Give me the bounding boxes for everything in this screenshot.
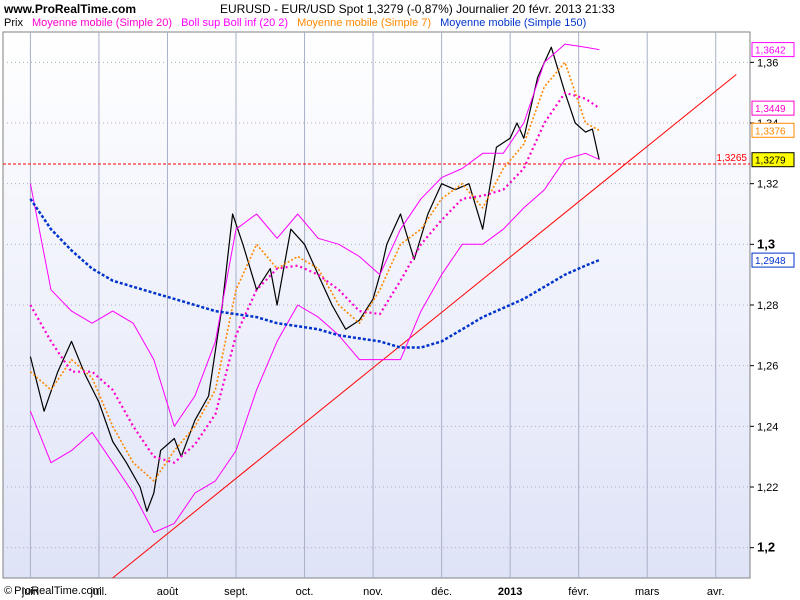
y-tick-label: 1,28 xyxy=(757,300,778,312)
series-line-boll xyxy=(29,152,600,533)
last-value-box xyxy=(751,100,795,116)
y-tick-label: 1,32 xyxy=(757,179,778,191)
level-line-label: 1,3265 xyxy=(716,153,747,164)
copyright-text: ProRealTime.com xyxy=(14,585,102,597)
trendline xyxy=(112,74,737,578)
last-value-label: 1,3642 xyxy=(755,46,786,57)
chart-title: EURUSD - EUR/USD Spot 1,3279 (-0,87%) Jo… xyxy=(220,2,615,16)
last-value-label: 1,3279 xyxy=(755,156,786,167)
y-tick-label: 1,2 xyxy=(757,540,775,555)
y-tick-label: 1,26 xyxy=(757,361,778,373)
last-value-box xyxy=(751,252,795,268)
y-tick-label: 1,36 xyxy=(757,57,778,69)
x-tick-label: 2013 xyxy=(498,586,522,598)
legend-sma20: Moyenne mobile (Simple 20) xyxy=(32,17,173,29)
last-value-label: 1,2948 xyxy=(755,256,786,267)
legend-boll: Boll sup Boll inf (20 2) xyxy=(181,17,289,29)
series-layer xyxy=(3,43,750,578)
series-line-sma20 xyxy=(29,91,600,464)
last-value-box xyxy=(751,122,795,138)
x-tick-label: nov. xyxy=(363,586,383,598)
legend-prix: Prix xyxy=(4,17,23,29)
x-tick-label: sept. xyxy=(224,586,248,598)
axis-layer: juin juil. août sept. oct. nov. déc. 2013 févr. m… xyxy=(21,57,779,598)
last-value-label: 1,3449 xyxy=(755,104,786,115)
last-value-box xyxy=(751,152,795,168)
copyright-symbol: © xyxy=(4,585,13,597)
y-tick-label: 1,24 xyxy=(757,421,778,433)
value-boxes: 1,3642 1,3449 1,3376 1,3279 1,2948 xyxy=(751,42,795,268)
last-value-label: 1,3376 xyxy=(755,126,786,137)
x-tick-label: avr. xyxy=(707,586,725,598)
copyright: © ProRealTime.com xyxy=(4,585,104,597)
legend-sma150: Moyenne mobile (Simple 150) xyxy=(440,17,587,29)
last-value-box xyxy=(751,42,795,58)
series-line-close xyxy=(29,46,600,512)
series-line-boll xyxy=(29,43,600,427)
x-tick-label: mars xyxy=(635,586,660,598)
x-tick-label: févr. xyxy=(568,586,589,598)
site-name[interactable]: www.ProRealTime.com xyxy=(4,2,137,16)
series-line-sma7 xyxy=(29,61,600,482)
legend: Prix Moyenne mobile (Simple 20) Boll sup… xyxy=(4,17,592,29)
series-line-sma150 xyxy=(29,198,600,349)
x-tick-label: juil. xyxy=(90,586,108,598)
x-tick-label: oct. xyxy=(296,586,314,598)
legend-sma7: Moyenne mobile (Simple 7) xyxy=(297,17,432,29)
y-tick-label: 1,22 xyxy=(757,482,778,494)
grid xyxy=(3,32,750,578)
x-tick-label: déc. xyxy=(431,586,452,598)
y-tick-label: 1,3 xyxy=(757,236,775,251)
x-tick-label: août xyxy=(157,586,178,598)
x-tick-label: juin xyxy=(21,586,39,598)
